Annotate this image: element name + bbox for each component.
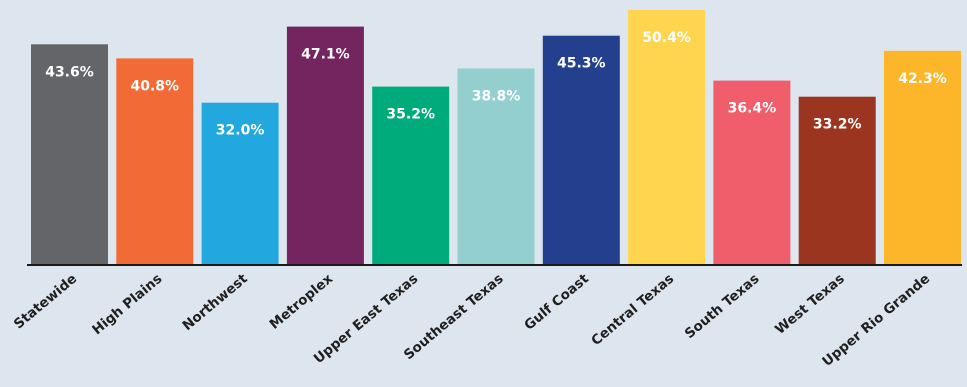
tick-label: Northwest bbox=[180, 270, 252, 334]
value-label: 32.0% bbox=[216, 123, 265, 139]
value-label: 47.1% bbox=[301, 47, 350, 63]
tick-label: Gulf Coast bbox=[521, 270, 592, 333]
bar-northwest bbox=[201, 102, 279, 264]
bar-metroplex bbox=[286, 26, 364, 264]
value-label: 35.2% bbox=[386, 107, 435, 123]
value-label: 38.8% bbox=[472, 89, 521, 105]
tick-labels-group: Statewide High Plains Northwest MetroplexUp… bbox=[11, 270, 933, 369]
value-labels-group: 43.6% 40.8% 32.0% 47.1% 35.2% 38.8% 45.3% 50.4%… bbox=[45, 30, 947, 139]
tick-label: West Texas bbox=[772, 271, 848, 338]
value-label: 50.4% bbox=[642, 30, 691, 46]
tick-label: Central Texas bbox=[588, 271, 677, 349]
bar-west-texas bbox=[798, 96, 876, 264]
value-label: 40.8% bbox=[131, 78, 180, 94]
value-label: 42.3% bbox=[898, 71, 947, 87]
bar-south-texas bbox=[713, 80, 791, 264]
tick-label: South Texas bbox=[682, 271, 763, 342]
bar-upper-rio-grande bbox=[884, 50, 961, 264]
tick-label: High Plains bbox=[89, 271, 165, 338]
bar-statewide bbox=[31, 44, 108, 264]
value-label: 43.6% bbox=[45, 64, 94, 80]
bar-high-plains bbox=[116, 58, 194, 265]
value-label: 36.4% bbox=[728, 101, 777, 117]
bar-upper-east-texas bbox=[372, 86, 450, 264]
bar-southeast-texas bbox=[457, 68, 535, 264]
bar-central-texas bbox=[628, 10, 706, 264]
tick-label: Metroplex bbox=[267, 271, 337, 333]
bar-gulf-coast bbox=[542, 35, 620, 265]
value-label: 33.2% bbox=[813, 117, 862, 133]
tick-label: Statewide bbox=[11, 271, 80, 333]
bars-group bbox=[31, 10, 961, 265]
value-label: 45.3% bbox=[557, 56, 606, 72]
